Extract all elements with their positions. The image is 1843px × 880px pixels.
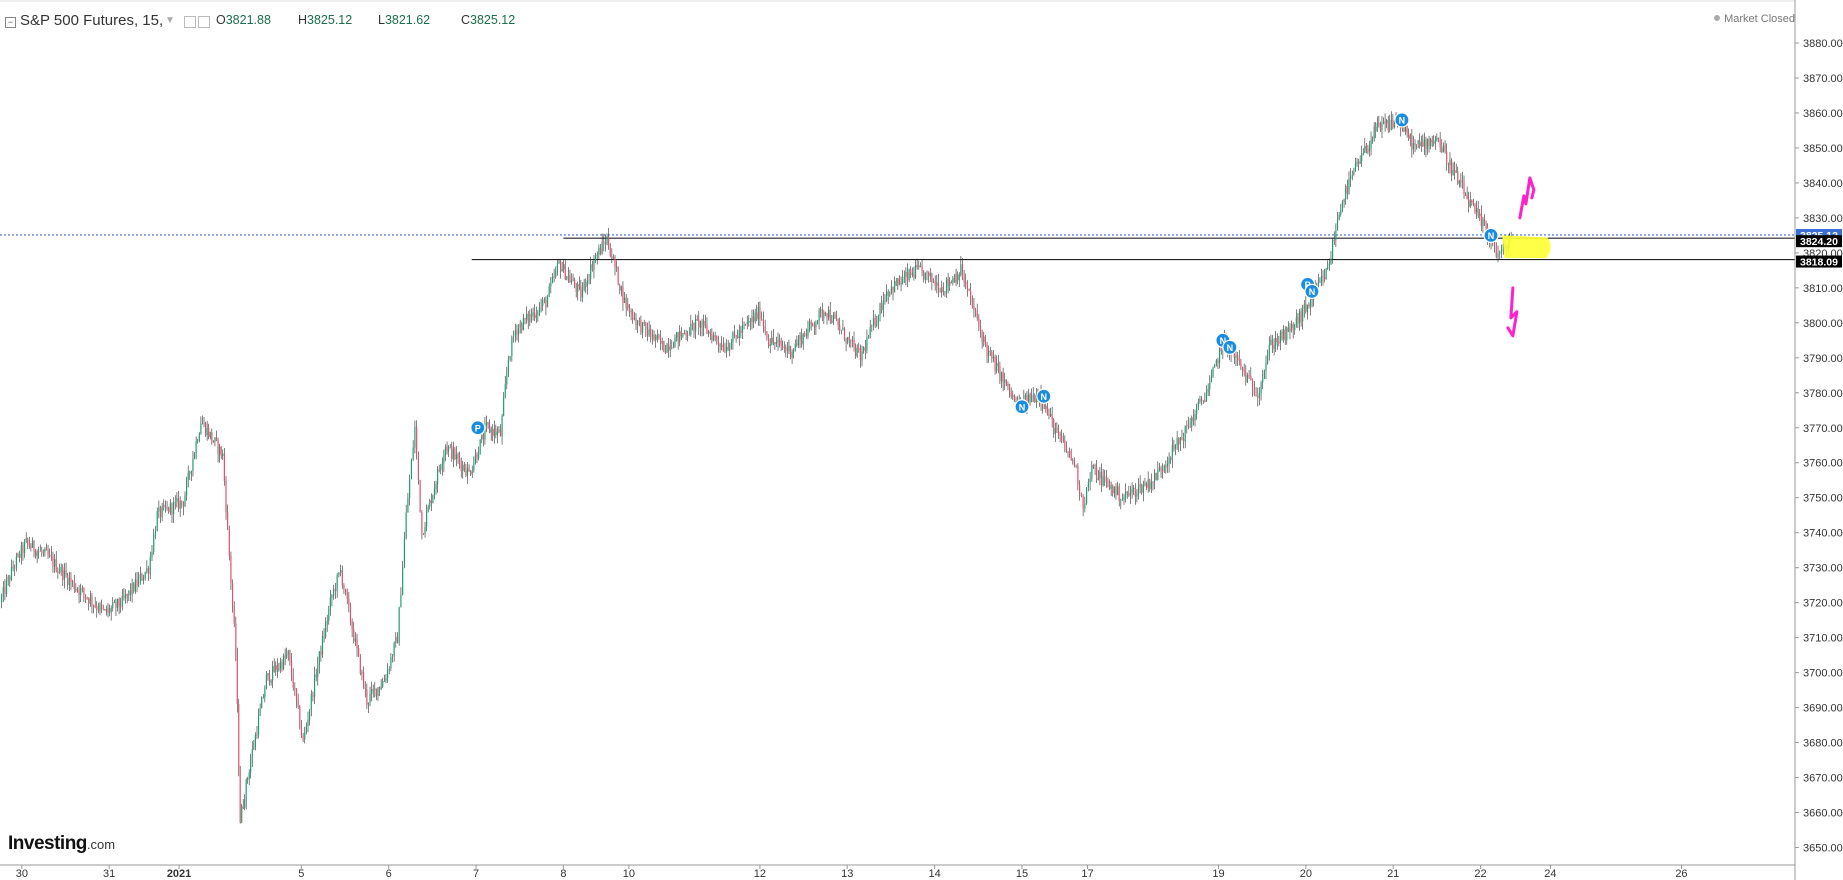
y-tick-label: 3810.00: [1803, 283, 1843, 295]
event-marker[interactable]: [1222, 339, 1238, 355]
y-tick-label: 3710.00: [1803, 633, 1843, 645]
event-marker[interactable]: [1304, 283, 1320, 299]
y-tick-label: 3660.00: [1803, 808, 1843, 820]
y-tick-label: 3870.00: [1803, 73, 1843, 85]
y-tick-label: 3700.00: [1803, 668, 1843, 680]
y-tick-label: 3760.00: [1803, 458, 1843, 470]
x-tick-label: 14: [928, 868, 940, 880]
y-tick-label: 3770.00: [1803, 423, 1843, 435]
x-tick-label: 6: [386, 868, 392, 880]
y-tick-label: 3780.00: [1803, 388, 1843, 400]
x-tick-label: 15: [1016, 868, 1028, 880]
highlight-drawing[interactable]: [1502, 235, 1551, 259]
x-tick-label: 21: [1387, 868, 1399, 880]
ohlc-low: L3821.62: [378, 13, 431, 27]
x-tick-label: 10: [623, 868, 635, 880]
event-marker-label: P: [1305, 280, 1311, 290]
status-dot-icon: [1714, 15, 1721, 21]
chevron-down-icon[interactable]: ▼: [165, 15, 175, 26]
event-marker-label: N: [1019, 402, 1026, 412]
y-tick-label: 3860.00: [1803, 108, 1843, 120]
y-tick-label: 3800.00: [1803, 318, 1843, 330]
x-tick-label: 8: [560, 868, 566, 880]
y-tick-label: 3690.00: [1803, 703, 1843, 715]
event-marker[interactable]: [470, 420, 486, 436]
x-tick-label: 2021: [167, 868, 191, 880]
y-tick-label: 3740.00: [1803, 528, 1843, 540]
up-arrow-drawing[interactable]: [1518, 176, 1536, 220]
ohlc-close: C3825.12: [461, 13, 516, 27]
y-tick-label: 3880.00: [1803, 38, 1843, 50]
price-badge-label: 3818.09: [1800, 257, 1838, 269]
price-badge: [1796, 235, 1842, 248]
y-tick-label: 3790.00: [1803, 353, 1843, 365]
x-tick-label: 24: [1544, 868, 1556, 880]
x-tick-label: 30: [16, 868, 28, 880]
chart-header: − S&P 500 Futures, 15, ▼ O3821.88 H3825.…: [0, 0, 1795, 40]
x-tick-label: 20: [1300, 868, 1312, 880]
event-marker-label: N: [1309, 287, 1316, 297]
settings-icon[interactable]: [198, 16, 210, 28]
x-tick-label: 22: [1474, 868, 1486, 880]
y-tick-label: 3750.00: [1803, 493, 1843, 505]
x-tick-label: 19: [1212, 868, 1224, 880]
event-marker-label: N: [1488, 231, 1495, 241]
price-badge-label: 3824.20: [1800, 236, 1838, 248]
x-tick-label: 5: [298, 868, 304, 880]
event-marker[interactable]: [1394, 112, 1410, 128]
price-badge: [1796, 255, 1842, 268]
eye-icon[interactable]: [184, 16, 196, 28]
event-marker-label: N: [1227, 343, 1234, 353]
x-tick-label: 12: [754, 868, 766, 880]
x-tick-label: 31: [103, 868, 115, 880]
event-marker[interactable]: [1014, 399, 1030, 415]
y-tick-label: 3730.00: [1803, 563, 1843, 575]
event-marker-label: N: [1041, 392, 1048, 402]
ohlc-open: O3821.88: [216, 13, 271, 27]
x-tick-label: 13: [841, 868, 853, 880]
event-marker[interactable]: [1483, 227, 1499, 243]
market-status: Market Closed: [1714, 13, 1795, 25]
down-arrow-drawing[interactable]: [1506, 286, 1519, 338]
instrument-title[interactable]: S&P 500 Futures, 15,: [20, 12, 164, 29]
investing-logo: Investing.com: [8, 833, 116, 854]
x-tick-label: 7: [473, 868, 479, 880]
event-marker[interactable]: [1036, 388, 1052, 404]
event-marker-label: N: [1399, 115, 1406, 125]
x-tick-label: 17: [1081, 868, 1093, 880]
event-marker-label: P: [475, 423, 481, 433]
y-tick-label: 3680.00: [1803, 738, 1843, 750]
y-tick-label: 3850.00: [1803, 143, 1843, 155]
y-tick-label: 3830.00: [1803, 213, 1843, 225]
y-tick-label: 3720.00: [1803, 598, 1843, 610]
y-tick-label: 3650.00: [1803, 843, 1843, 855]
ohlc-high: H3825.12: [298, 13, 353, 27]
x-tick-label: 26: [1675, 868, 1687, 880]
event-marker-label: N: [1220, 336, 1227, 346]
y-tick-label: 3840.00: [1803, 178, 1843, 190]
collapse-legend-button[interactable]: −: [5, 17, 16, 28]
y-tick-label: 3670.00: [1803, 773, 1843, 785]
